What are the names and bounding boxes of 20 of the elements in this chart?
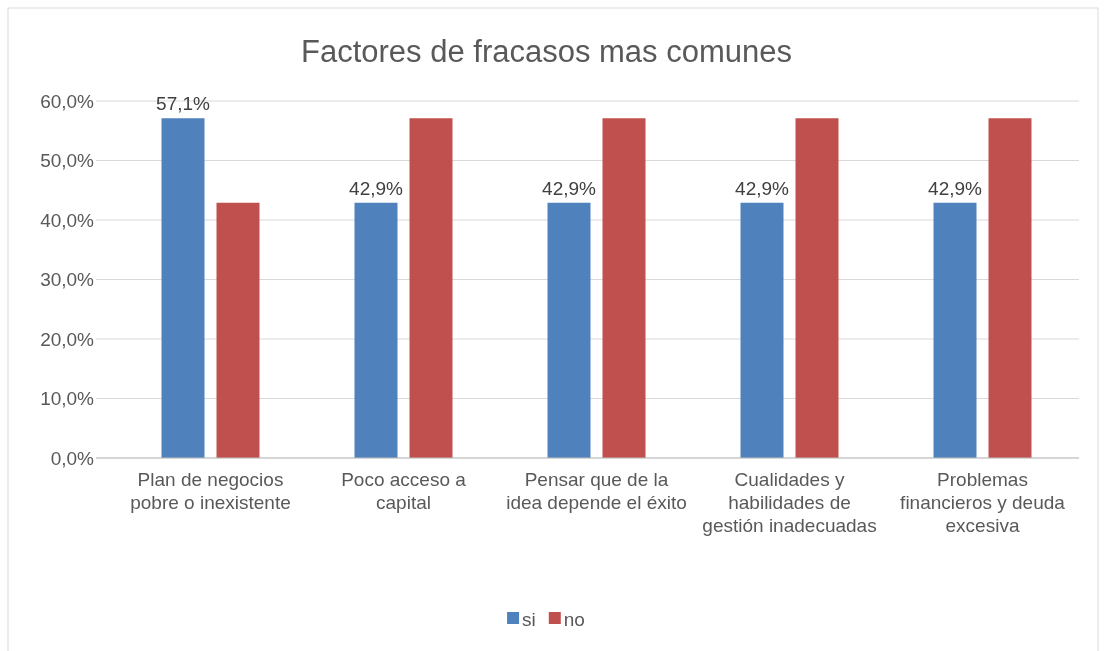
- x-tick-label: Cualidades y habilidades de gestión inadecuadas: [702, 469, 877, 536]
- x-tick-label: Plan de negocios pobre o inexistente: [130, 469, 291, 513]
- y-tick-label: 30,0%: [40, 269, 95, 291]
- y-tick-label: 10,0%: [40, 388, 95, 410]
- x-tick-label: Problemas financieros y deuda excesiva: [900, 469, 1066, 536]
- legend-label: si: [522, 608, 536, 630]
- x-tick-label: Pensar que de la idea depende el éxito: [506, 469, 687, 513]
- data-label: 42,9%: [349, 177, 404, 199]
- y-tick-label: 0,0%: [50, 447, 95, 469]
- y-tick-label: 20,0%: [40, 328, 95, 350]
- legend-label: no: [563, 608, 585, 630]
- x-tick-label: Poco acceso a capital: [341, 469, 467, 513]
- chart-title: Factores de fracasos mas comunes: [300, 34, 793, 69]
- y-tick-label: 60,0%: [40, 90, 95, 112]
- data-label: 42,9%: [928, 177, 983, 199]
- y-tick-label: 40,0%: [40, 209, 95, 231]
- y-tick-label: 50,0%: [40, 150, 95, 172]
- data-label: 57,1%: [156, 93, 211, 115]
- data-label: 42,9%: [542, 177, 597, 199]
- data-label: 42,9%: [735, 177, 790, 199]
